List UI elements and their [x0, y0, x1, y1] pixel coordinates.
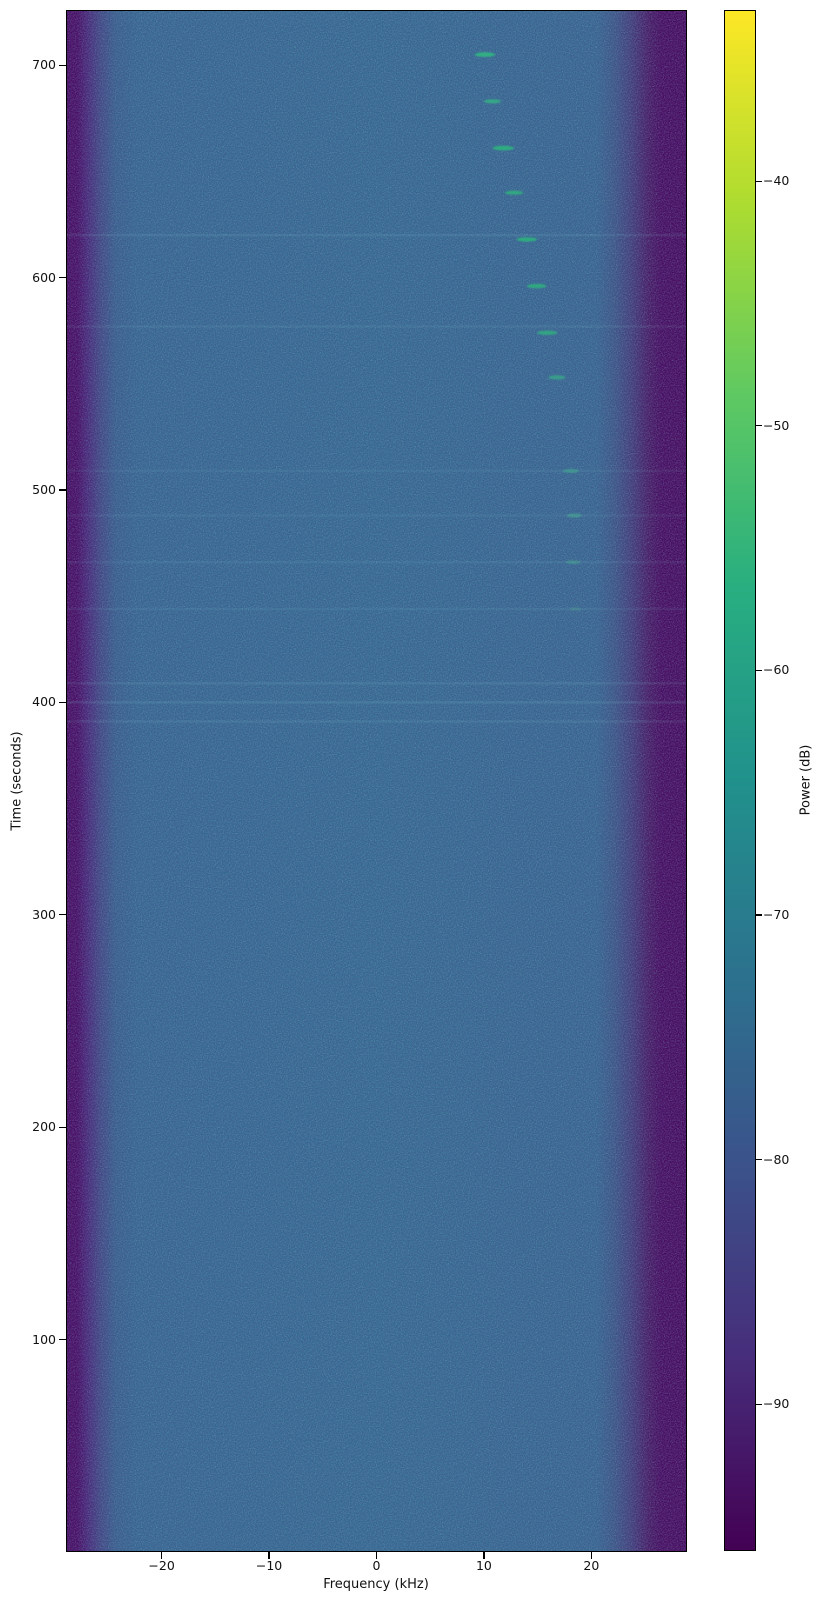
colorbar-label: Power (dB)	[798, 744, 814, 816]
colorbar	[724, 10, 756, 1551]
noise-band	[66, 469, 687, 473]
y-tick-mark	[59, 489, 66, 491]
x-tick-label: 20	[583, 1558, 600, 1573]
x-tick-mark	[375, 1552, 378, 1559]
signal-blip	[526, 283, 547, 289]
colorbar-tick-mark	[756, 180, 762, 182]
x-tick-mark	[590, 1552, 592, 1559]
y-tick-mark	[59, 914, 66, 916]
signal-blip	[566, 513, 582, 518]
colorbar-tick-label: −90	[763, 1396, 790, 1412]
y-tick-mark	[59, 1126, 66, 1128]
y-tick-label: 600	[32, 269, 56, 285]
signal-blip	[537, 330, 558, 335]
colorbar-tick-mark	[756, 425, 762, 427]
x-tick-label: −10	[255, 1558, 283, 1573]
noise-band-group	[66, 233, 687, 723]
y-tick-label: 400	[32, 694, 56, 710]
signal-blip-group	[474, 52, 582, 611]
x-tick-mark	[483, 1552, 485, 1559]
signal-blip	[568, 607, 582, 611]
y-tick-mark	[59, 701, 66, 703]
x-axis-label: Frequency (kHz)	[323, 1577, 429, 1592]
colorbar-tick-mark	[756, 669, 762, 672]
signal-blip	[565, 560, 581, 565]
colorbar-tick-label: −40	[763, 173, 790, 189]
signal-blip	[516, 237, 538, 242]
signal-blip	[562, 468, 580, 473]
x-tick-mark	[161, 1552, 163, 1559]
noise-band	[66, 233, 687, 237]
x-tick-label: 0	[372, 1558, 381, 1573]
plot-spine	[66, 10, 687, 1552]
x-tick-label: −20	[148, 1558, 175, 1573]
y-axis-label: Time (seconds)	[9, 731, 25, 831]
y-tick-label: 200	[32, 1119, 56, 1135]
y-tick-mark	[59, 1339, 66, 1341]
y-tick-mark	[59, 277, 66, 279]
y-tick-label: 500	[32, 482, 56, 498]
colorbar-tick-label: −70	[763, 907, 790, 923]
signal-blip	[548, 375, 566, 380]
colorbar-tick-mark	[756, 1159, 762, 1161]
spectrogram-plot	[66, 10, 687, 1552]
colorbar-tick-label: −60	[763, 662, 790, 678]
x-tick-mark	[268, 1552, 270, 1559]
colorbar-tick-label: −50	[763, 417, 790, 433]
noise-band	[66, 514, 687, 517]
noise-band	[66, 607, 687, 611]
noise-texture-light	[66, 10, 687, 1552]
x-tick-label: 10	[475, 1558, 492, 1573]
y-tick-label: 100	[32, 1331, 56, 1347]
noise-band	[66, 325, 687, 328]
noise-band	[66, 682, 687, 685]
noise-band	[66, 720, 687, 723]
noise-band	[66, 561, 687, 564]
colorbar-tick-mark	[756, 914, 762, 916]
y-tick-label: 300	[32, 906, 56, 922]
signal-blip	[504, 190, 524, 195]
noise-band	[66, 701, 687, 704]
y-tick-label: 700	[32, 57, 56, 73]
colorbar-tick-mark	[756, 1403, 762, 1405]
colorbar-tick-label: −80	[763, 1151, 790, 1167]
signal-blip	[492, 145, 514, 151]
signal-blip	[474, 52, 496, 57]
signal-blip	[483, 99, 502, 104]
y-tick-mark	[59, 64, 66, 66]
